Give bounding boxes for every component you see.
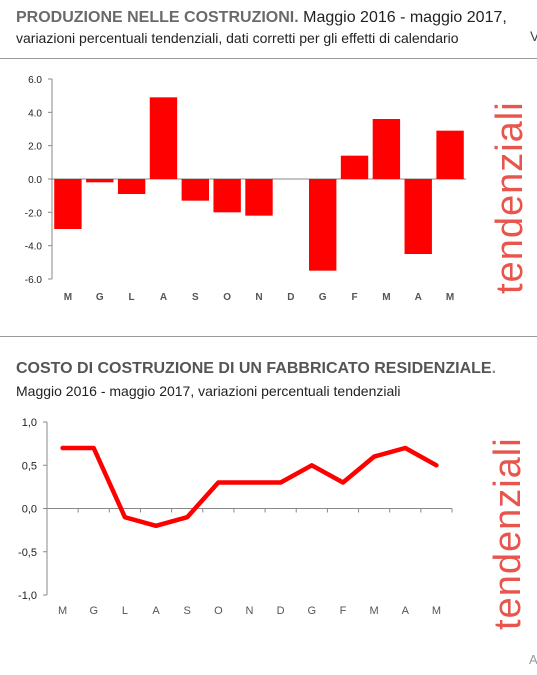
y-tick-label: -4.0: [25, 242, 43, 253]
bar-chart-produzione: 6.0 4.0 2.0 0.0 -2.0 -4.0 -6.0 M G L A S O N D G F M A M: [25, 75, 466, 303]
x-tick-label: N: [255, 292, 262, 303]
bar: [54, 179, 82, 229]
series-line: [60, 445, 439, 529]
x-tick-label: O: [223, 292, 231, 303]
x-tick-label: S: [192, 292, 199, 303]
chart1-title-rest: Maggio 2016 - maggio 2017,: [298, 9, 507, 26]
cut-off-corner-char: A: [529, 652, 537, 667]
bar: [86, 179, 114, 183]
chart1-title: PRODUZIONE NELLE COSTRUZIONI. Maggio 201…: [16, 8, 507, 28]
x-tick-label: G: [96, 292, 104, 303]
x-tick-label: A: [415, 292, 422, 303]
bar: [372, 119, 401, 179]
x-tick-label: A: [152, 605, 160, 617]
x-tick-label: L: [129, 292, 135, 303]
bar: [404, 179, 432, 254]
x-tick-label: N: [246, 605, 254, 617]
chart2-title-strong: COSTO DI COSTRUZIONE DI UN FABBRICATO RE…: [16, 360, 492, 377]
cut-off-edge-char: V: [530, 28, 537, 44]
bar: [149, 97, 178, 179]
y-tick-label: 2.0: [28, 142, 42, 153]
line-chart-costo: 1,0 0,5 0,0 -0,5 -1,0 M G L A S O N D G F M A M: [18, 417, 453, 617]
bar: [308, 179, 337, 271]
y-tick-label: 0.0: [28, 175, 42, 186]
x-tick-label: S: [184, 605, 191, 617]
y-tick-label: -6.0: [25, 275, 43, 286]
y-tick-label: 1,0: [22, 417, 37, 429]
y-tick-label: 0,5: [22, 460, 37, 472]
x-tick-label: L: [122, 605, 128, 617]
divider-middle: [0, 336, 537, 337]
y-tick-label: 6.0: [28, 75, 42, 86]
x-tick-label: G: [308, 605, 317, 617]
x-tick-label: D: [287, 292, 294, 303]
x-tick-label: G: [319, 292, 327, 303]
chart1-subtitle: variazioni percentuali tendenziali, dati…: [16, 30, 459, 46]
divider-top: [0, 58, 537, 59]
bar: [117, 179, 146, 194]
side-label-tendenziali-1: tendenziali: [489, 101, 531, 294]
bar: [181, 179, 210, 201]
x-tick-label: D: [277, 605, 285, 617]
y-tick-label: 0,0: [22, 504, 37, 516]
chart2-title: COSTO DI COSTRUZIONE DI UN FABBRICATO RE…: [16, 359, 496, 379]
x-tick-label: O: [214, 605, 223, 617]
x-tick-label: F: [340, 605, 347, 617]
x-tick-label: M: [446, 292, 454, 303]
bar: [213, 179, 241, 213]
x-tick-label: M: [382, 292, 390, 303]
x-tick-label: G: [89, 605, 98, 617]
x-tick-label: A: [160, 292, 167, 303]
x-tick-label: M: [64, 292, 72, 303]
y-tick-label: -1,0: [18, 590, 37, 602]
bar: [245, 179, 273, 216]
x-tick-label: A: [402, 605, 410, 617]
y-tick-label: 4.0: [28, 108, 42, 119]
bar: [436, 130, 464, 179]
x-tick-label: F: [351, 292, 357, 303]
x-tick-label: M: [432, 605, 441, 617]
chart2-title-dot: .: [491, 360, 497, 377]
x-tick-label: M: [58, 605, 67, 617]
y-tick-label: -2.0: [25, 208, 43, 219]
side-label-tendenziali-2: tendenziali: [487, 437, 529, 630]
y-tick-label: -0,5: [18, 547, 37, 559]
x-tick-label: M: [370, 605, 379, 617]
chart2-subtitle: Maggio 2016 - maggio 2017, variazioni pe…: [16, 383, 401, 399]
bar: [340, 155, 369, 179]
chart1-title-strong: PRODUZIONE NELLE COSTRUZIONI.: [16, 9, 299, 26]
